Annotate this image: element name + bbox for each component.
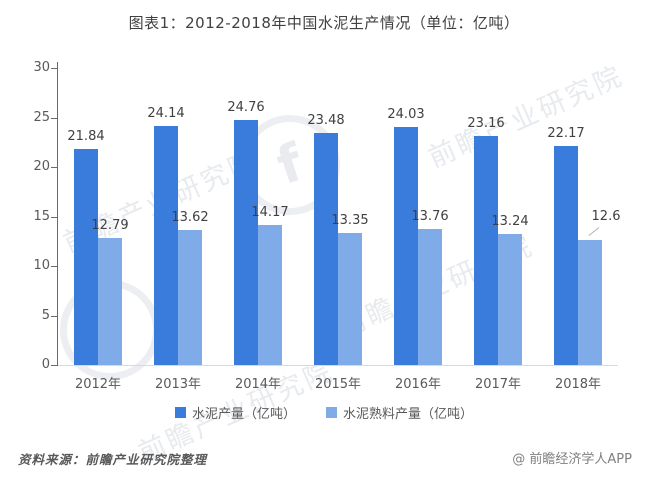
bar-value-label: 24.76 xyxy=(227,99,265,115)
bar-group: 24.14 13.62 xyxy=(138,68,218,365)
x-tick-label: 2013年 xyxy=(154,377,202,392)
y-tick xyxy=(51,117,57,119)
bar-clinker xyxy=(258,224,282,365)
bar-value-label: 12.79 xyxy=(91,218,129,234)
y-tick-label: 25 xyxy=(33,109,50,125)
bar-group: 24.03 13.76 xyxy=(378,68,458,365)
chart-title: 图表1：2012-2018年中国水泥生产情况（单位：亿吨） xyxy=(128,14,520,32)
bar-value-label: 13.62 xyxy=(171,210,209,226)
bar-cement xyxy=(74,148,98,365)
y-tick-label: 5 xyxy=(41,307,50,323)
x-tick-label: 2012年 xyxy=(74,377,122,392)
bar-group: 23.48 13.35 xyxy=(298,68,378,365)
bar-clinker xyxy=(98,238,122,365)
bar-value-label: 13.76 xyxy=(411,208,449,224)
y-axis-line xyxy=(57,62,58,366)
legend-label: 水泥产量（亿吨） xyxy=(191,407,296,422)
bar-group: 23.16 13.24 xyxy=(458,68,538,365)
x-tick-label: 2018年 xyxy=(554,377,602,392)
bar-value-label: 23.16 xyxy=(467,115,505,131)
y-tick-label: 20 xyxy=(33,159,50,174)
bar-cement xyxy=(154,126,178,365)
bar-value-label: 21.84 xyxy=(67,128,105,144)
bar-value-label: 12.6 xyxy=(591,209,621,225)
bar-cement xyxy=(314,132,338,365)
legend-label: 水泥熟料产量（亿吨） xyxy=(343,407,474,422)
legend: 水泥产量（亿吨） 水泥熟料产量（亿吨） xyxy=(0,403,648,422)
bar-clinker xyxy=(418,228,442,365)
x-tick-label: 2016年 xyxy=(394,377,442,392)
bar-cement xyxy=(474,135,498,365)
legend-item: 水泥产量（亿吨） xyxy=(174,403,296,422)
y-tick xyxy=(51,266,57,267)
y-tick xyxy=(51,216,57,218)
bar-value-label: 14.17 xyxy=(251,204,289,220)
x-axis-baseline xyxy=(58,365,618,366)
x-tick-label: 2017年 xyxy=(474,377,522,392)
bar-cement xyxy=(554,145,578,365)
y-tick-label: 0 xyxy=(41,357,50,372)
bar-cement xyxy=(234,119,258,365)
y-tick xyxy=(51,365,57,366)
bar-group: 22.17 12.6 xyxy=(538,68,621,365)
bar-value-label: 22.17 xyxy=(547,125,585,141)
legend-item: 水泥熟料产量（亿吨） xyxy=(326,403,473,422)
y-tick xyxy=(51,315,57,317)
y-tick-label: 30 xyxy=(33,60,50,75)
bar-clinker xyxy=(578,240,602,365)
bar-value-label: 23.48 xyxy=(307,112,345,128)
bar-clinker xyxy=(178,230,202,365)
bar-clinker xyxy=(498,233,522,365)
y-tick xyxy=(51,167,57,168)
bar-group: 21.84 12.79 xyxy=(58,68,138,365)
bar-cement xyxy=(394,127,418,365)
y-tick-label: 15 xyxy=(33,208,50,224)
bar-value-label: 13.24 xyxy=(491,213,529,229)
bar-clinker xyxy=(338,232,362,365)
legend-marker-icon xyxy=(174,407,186,418)
source-note: 资料来源：前瞻产业研究院整理 xyxy=(18,452,208,467)
bar-group: 24.76 14.17 xyxy=(218,68,298,365)
label-leader-line xyxy=(588,227,600,237)
credit-note: @ 前瞻经济学人APP xyxy=(512,452,632,467)
plot-area: 21.84 12.79 24.14 13.62 24.76 14.17 23.48 13.35… xyxy=(58,68,621,365)
y-tick-label: 10 xyxy=(33,258,50,273)
y-tick xyxy=(51,68,57,69)
x-tick-label: 2015年 xyxy=(314,377,362,392)
legend-marker-icon xyxy=(326,407,337,418)
bar-value-label: 13.35 xyxy=(331,212,369,228)
bar-value-label: 24.03 xyxy=(387,107,425,123)
bar-value-label: 24.14 xyxy=(147,106,185,122)
x-tick-label: 2014年 xyxy=(234,377,282,392)
